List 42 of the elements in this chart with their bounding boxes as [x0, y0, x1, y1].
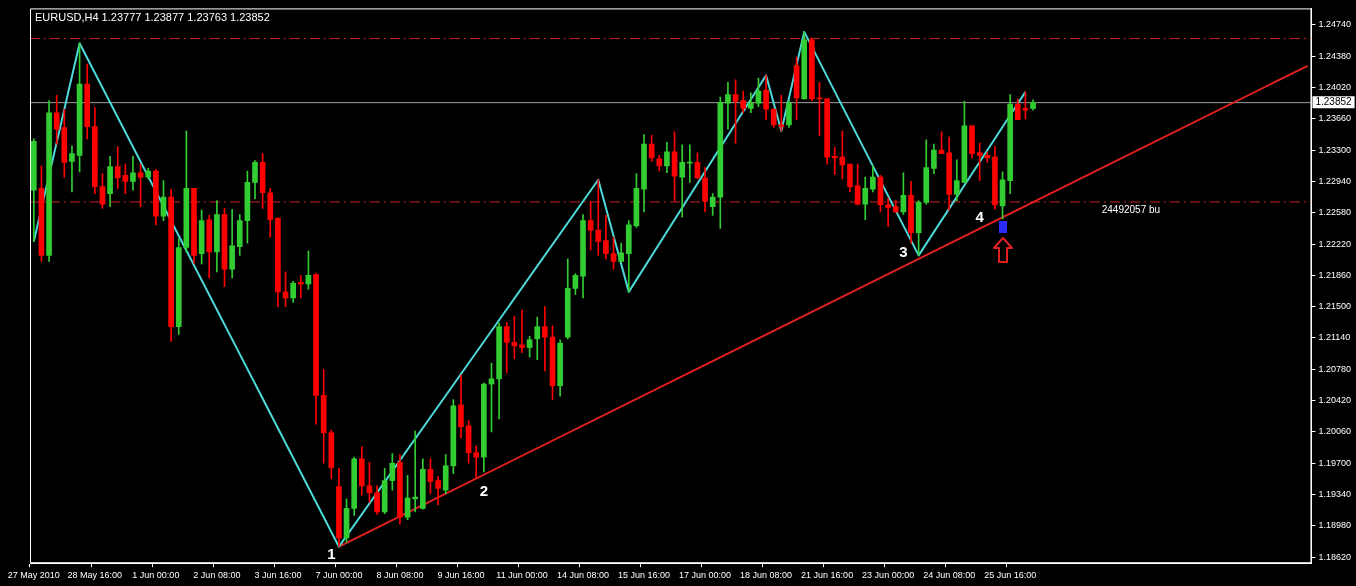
- x-tick-label: 2 Jun 08:00: [193, 570, 241, 581]
- y-tick-label: 1.21860: [1318, 269, 1352, 280]
- x-tick-label: 25 Jun 16:00: [984, 570, 1037, 581]
- y-tick-label: 1.22940: [1318, 175, 1352, 186]
- y-tick-label: 1.24020: [1318, 82, 1352, 93]
- y-tick-label: 1.20420: [1318, 395, 1352, 406]
- x-tick-label: 15 Jun 16:00: [618, 570, 671, 581]
- x-tick-label: 7 Jun 00:00: [315, 570, 363, 581]
- chart-title: EURUSD,H4 1.23777 1.23877 1.23763 1.23852: [35, 10, 270, 23]
- x-tick-label: 23 Jun 00:00: [862, 570, 915, 581]
- x-tick-label: 11 Jun 00:00: [496, 570, 548, 581]
- x-tick-label: 14 Jun 08:00: [556, 570, 610, 581]
- y-tick-label: 1.23660: [1318, 113, 1352, 124]
- x-tick-label: 18 Jun 08:00: [740, 570, 793, 581]
- x-tick-label: 3 Jun 16:00: [254, 570, 302, 581]
- y-tick-label: 1.18620: [1318, 551, 1352, 562]
- x-tick-label: 27 May 2010: [7, 570, 60, 581]
- y-tick-label: 1.21500: [1318, 301, 1352, 312]
- x-tick-label: 8 Jun 08:00: [376, 570, 424, 581]
- y-tick-label: 1.20060: [1318, 426, 1352, 437]
- annotation: 1: [327, 545, 336, 563]
- y-tick-label: 1.19700: [1318, 457, 1352, 468]
- x-tick-label: 9 Jun 16:00: [437, 570, 485, 581]
- y-tick-label: 1.24380: [1318, 50, 1352, 61]
- x-tick-label: 24 Jun 08:00: [923, 570, 976, 581]
- y-tick-label: 1.24740: [1318, 19, 1352, 30]
- y-tick-label: 1.19340: [1318, 488, 1352, 499]
- ref-line-label: 24492057 bu: [1101, 204, 1161, 216]
- y-tick-label: 1.22580: [1318, 207, 1352, 218]
- x-tick-label: 1 Jun 00:00: [132, 570, 180, 581]
- annotation: 2: [479, 482, 489, 500]
- ref-line-label: 1.23852: [1315, 95, 1353, 107]
- y-tick-label: 1.21140: [1318, 332, 1351, 343]
- x-tick-label: 21 Jun 16:00: [801, 570, 854, 581]
- y-tick-label: 1.23300: [1318, 144, 1352, 155]
- annotation: 3: [899, 243, 908, 261]
- y-tick-label: 1.20780: [1318, 363, 1352, 374]
- annotation: 4: [975, 208, 985, 226]
- x-tick-label: 17 Jun 00:00: [679, 570, 732, 581]
- y-tick-label: 1.18980: [1318, 520, 1352, 531]
- y-tick-label: 1.22220: [1318, 238, 1352, 249]
- x-tick-label: 28 May 16:00: [67, 570, 123, 581]
